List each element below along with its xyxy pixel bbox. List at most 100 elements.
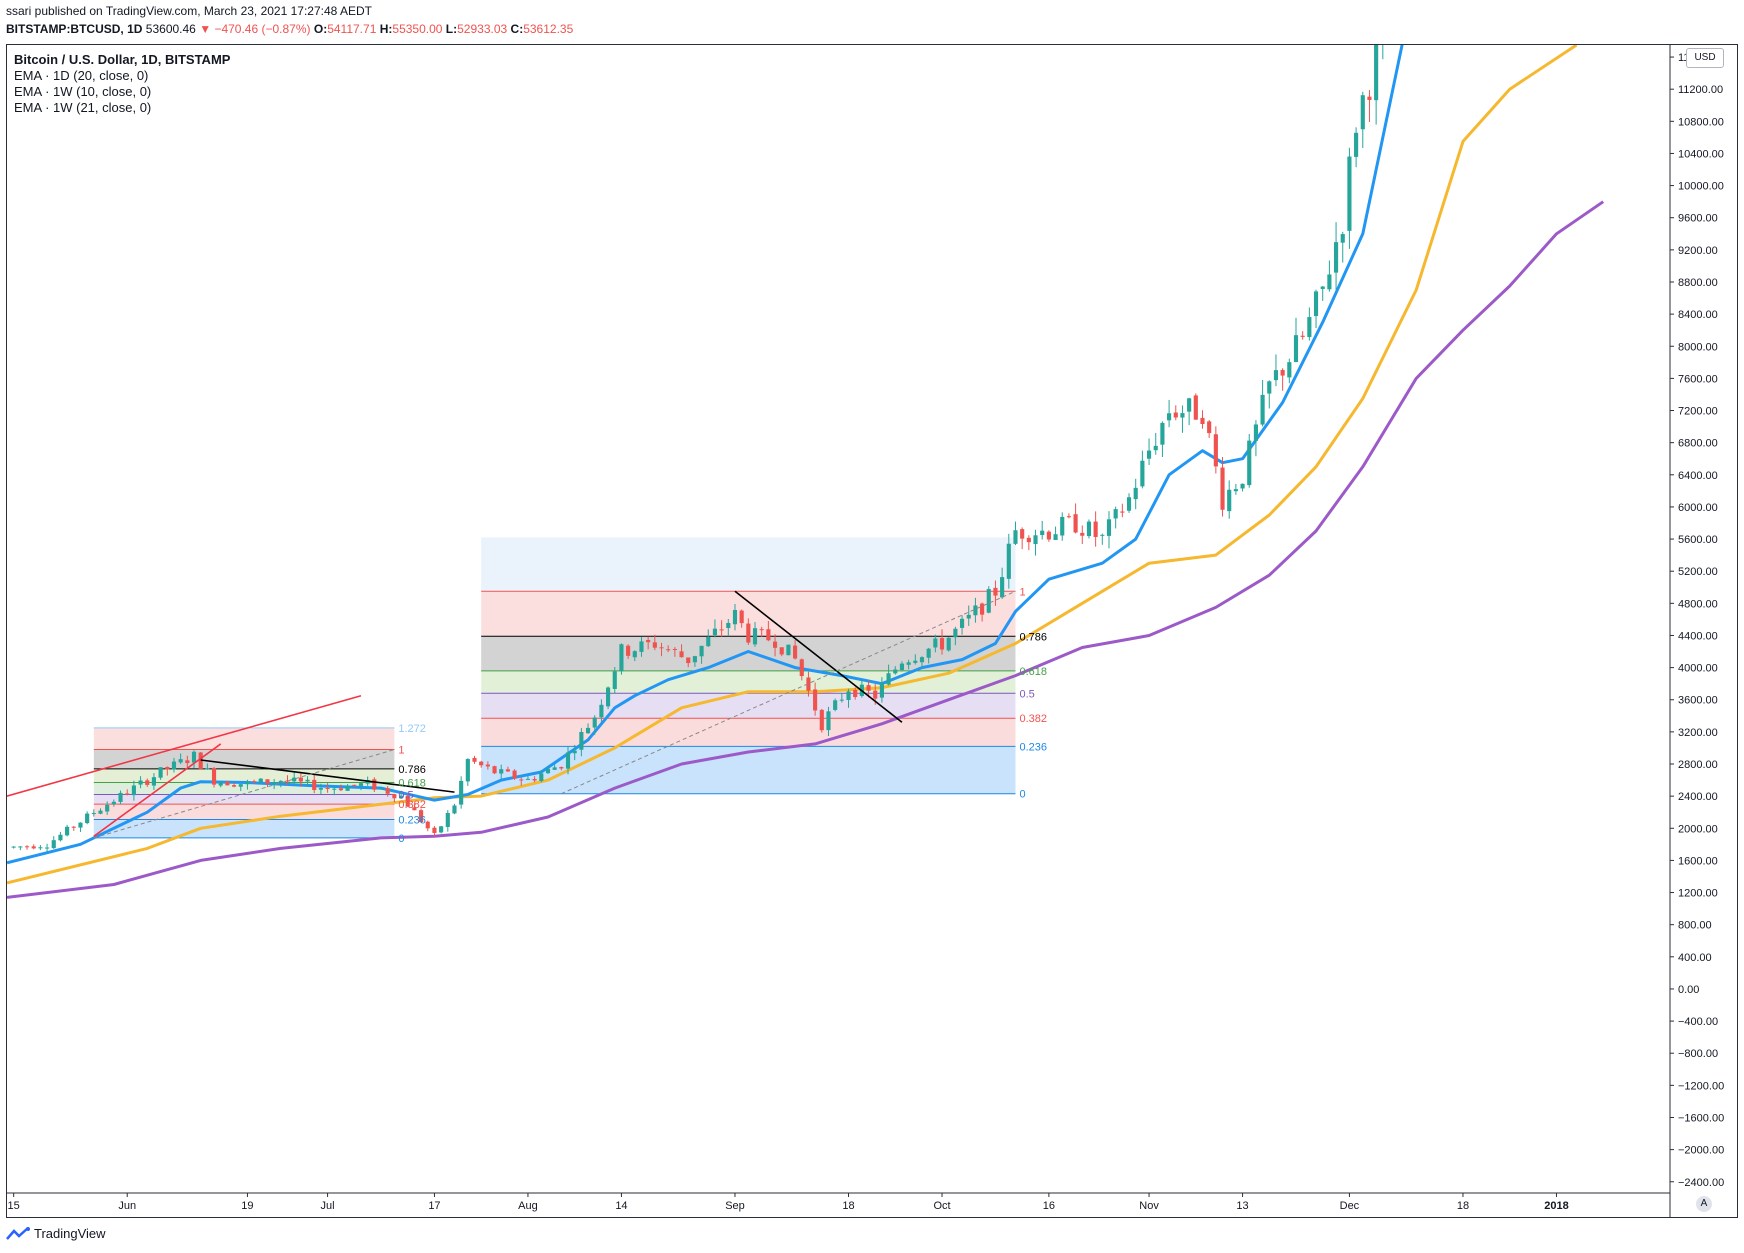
candle-body xyxy=(1387,30,1391,33)
y-tick-label: 9200.00 xyxy=(1678,245,1718,257)
candle-body xyxy=(1247,440,1252,486)
candle-body xyxy=(285,780,290,782)
candle-body xyxy=(1367,96,1372,100)
candle-body xyxy=(1140,460,1145,487)
candle-body xyxy=(1360,95,1365,130)
legend-title: Bitcoin / U.S. Dollar, 1D, BITSTAMP xyxy=(14,52,231,67)
trend-line xyxy=(7,694,362,797)
fib-level-label: 0 xyxy=(398,833,404,845)
y-tick-label: 0.00 xyxy=(1678,984,1699,996)
last-price: 53600.46 xyxy=(145,22,196,36)
x-tick-label: Nov xyxy=(1139,1200,1159,1212)
candle-body xyxy=(839,699,844,701)
candle-body xyxy=(1000,577,1005,598)
candle-body xyxy=(1073,514,1078,533)
candle-body xyxy=(946,637,951,651)
tradingview-footer[interactable]: TradingView xyxy=(6,1226,106,1241)
y-tick-label: 8800.00 xyxy=(1678,277,1718,289)
fib-level-label: 1 xyxy=(398,745,404,757)
chart-frame[interactable] xyxy=(6,44,1738,1218)
candle-body xyxy=(933,638,938,648)
y-tick-label: 800.00 xyxy=(1678,920,1712,932)
fib-zone xyxy=(481,670,1016,694)
candle-body xyxy=(966,614,971,619)
y-tick-label: 7200.00 xyxy=(1678,406,1718,418)
candle-body xyxy=(398,795,404,799)
candle-body xyxy=(439,826,444,833)
y-tick-label: 4000.00 xyxy=(1678,663,1718,675)
candle-body xyxy=(432,827,437,833)
y-tick-label: 8000.00 xyxy=(1678,341,1718,353)
candle-body xyxy=(866,685,871,691)
candle-body xyxy=(238,784,243,787)
fib-level-label: 0.5 xyxy=(1019,688,1034,700)
low-label: L: xyxy=(445,22,458,36)
candle-body xyxy=(11,846,16,848)
candle-body xyxy=(378,788,384,790)
fib-level-label: 0.382 xyxy=(1019,713,1047,725)
fib-zone xyxy=(481,693,1016,719)
candle-body xyxy=(151,777,157,786)
legend-ema-1d-20[interactable]: EMA · 1D (20, close, 0) xyxy=(14,68,149,83)
candle-body xyxy=(31,846,36,849)
candle-body xyxy=(252,781,257,783)
y-tick-label: 400.00 xyxy=(1678,952,1712,964)
candle-body xyxy=(178,759,183,763)
close-label: C: xyxy=(510,22,524,36)
candle-body xyxy=(198,752,203,770)
candle-body xyxy=(24,846,30,848)
tradingview-brand: TradingView xyxy=(34,1226,106,1241)
candle-body xyxy=(419,810,424,823)
candle-body xyxy=(772,641,778,648)
y-tick-label: 2800.00 xyxy=(1678,759,1718,771)
candle-body xyxy=(1240,483,1245,489)
y-tick-label: 6800.00 xyxy=(1678,438,1718,450)
x-tick-label: Jul xyxy=(321,1200,335,1212)
candle-body xyxy=(893,669,898,674)
candle-body xyxy=(1193,395,1198,420)
candle-body xyxy=(345,785,350,791)
candle-body xyxy=(1347,156,1352,231)
candle-body xyxy=(318,788,323,790)
ema-1w-21-line xyxy=(7,200,1605,899)
publisher-line: ssari published on TradingView.com, Marc… xyxy=(6,4,372,18)
fib-zone xyxy=(93,768,395,783)
candle-body xyxy=(131,785,136,796)
candle-body xyxy=(1026,537,1031,543)
candle-body xyxy=(906,662,911,665)
candle-body xyxy=(1280,369,1285,376)
fib-level-label: 0.786 xyxy=(398,764,426,776)
candle-body xyxy=(1200,417,1205,425)
fib-level-label: 1.272 xyxy=(398,723,426,735)
candle-body xyxy=(218,782,223,786)
x-tick-label: Dec xyxy=(1340,1200,1360,1212)
y-tick-label: −1600.00 xyxy=(1678,1112,1724,1124)
candle-body xyxy=(1273,370,1279,381)
fib-level-label: 0.618 xyxy=(1019,666,1047,678)
candle-body xyxy=(712,628,718,636)
x-tick-label: Aug xyxy=(518,1200,538,1212)
candle-body xyxy=(232,785,237,787)
legend-ema-1w-10[interactable]: EMA · 1W (10, close, 0) xyxy=(14,84,152,99)
candle-body xyxy=(1354,132,1359,157)
low-value: 52933.03 xyxy=(457,22,508,36)
candle-body xyxy=(312,779,317,791)
y-tick-label: 8400.00 xyxy=(1678,309,1718,321)
candle-body xyxy=(1167,413,1172,421)
candle-body xyxy=(51,840,56,849)
x-tick-label: Jun xyxy=(118,1200,136,1212)
candle-body xyxy=(1006,543,1011,579)
candle-body xyxy=(632,651,637,658)
candle-body xyxy=(672,649,677,651)
candle-body xyxy=(639,641,644,652)
candle-body xyxy=(58,834,63,841)
auto-scale-button[interactable]: A xyxy=(1696,1196,1712,1212)
candle-body xyxy=(879,683,884,698)
x-tick-label: 15 xyxy=(8,1200,20,1212)
down-arrow-icon: ▼ xyxy=(199,22,212,36)
currency-button[interactable]: USD xyxy=(1686,48,1724,68)
legend-ema-1w-21[interactable]: EMA · 1W (21, close, 0) xyxy=(14,100,152,115)
y-tick-label: 5200.00 xyxy=(1678,566,1718,578)
candle-body xyxy=(1374,45,1379,101)
